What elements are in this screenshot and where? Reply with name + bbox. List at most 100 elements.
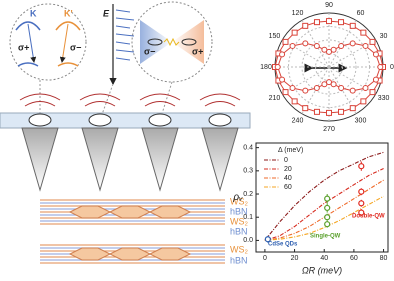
marker xyxy=(313,85,320,92)
marker xyxy=(279,76,286,83)
marker xyxy=(369,89,376,96)
point xyxy=(358,200,365,207)
plot-frame xyxy=(255,142,389,253)
label: E xyxy=(103,8,110,18)
x-axis-label: ΩR (meV) xyxy=(302,265,342,275)
marker xyxy=(362,85,369,92)
marker xyxy=(372,76,379,83)
marker xyxy=(313,42,320,49)
legend-label: 40 xyxy=(284,175,292,182)
label: σ− xyxy=(144,46,155,56)
label: K' xyxy=(64,8,73,18)
angle-label: 120 xyxy=(292,10,304,17)
marker xyxy=(349,40,356,47)
point xyxy=(358,209,365,216)
layer-label: hBN xyxy=(230,206,248,216)
legend-label: 0 xyxy=(284,157,288,164)
marker xyxy=(313,108,320,115)
y-tick-label: 0.0 xyxy=(243,237,253,244)
marker xyxy=(291,29,298,36)
angle-label: 90 xyxy=(325,2,333,9)
marker xyxy=(302,22,309,29)
y-tick-label: 0.2 xyxy=(243,191,253,198)
y-axis-label: ρᵥ xyxy=(232,192,243,203)
point xyxy=(324,204,331,212)
marker xyxy=(279,51,286,58)
marker xyxy=(372,51,379,58)
layer-label: hBN xyxy=(230,255,248,265)
marker xyxy=(302,87,309,94)
legend-label: 60 xyxy=(284,184,292,191)
marker xyxy=(302,40,309,47)
angle-label: 210 xyxy=(269,95,281,102)
marker xyxy=(302,105,309,112)
legend-label: 20 xyxy=(284,166,292,173)
marker xyxy=(274,64,281,70)
schematic: K K' σ+ σ− E σ− σ+ WS₂ hBN WS₂ hBN WS₂ h… xyxy=(0,1,251,265)
marker xyxy=(326,18,332,25)
marker xyxy=(326,109,332,116)
y-tick-label: 0.1 xyxy=(243,214,253,221)
marker xyxy=(282,38,289,45)
marker xyxy=(349,22,356,29)
x-tick-label: 0 xyxy=(263,255,267,262)
marker xyxy=(321,46,328,53)
label: σ− xyxy=(70,42,81,52)
x-tick-label: 60 xyxy=(350,255,358,262)
marker xyxy=(291,98,298,105)
angle-label: 150 xyxy=(269,33,281,40)
y-tick-label: 0.3 xyxy=(243,168,253,175)
x-tick-label: 40 xyxy=(320,255,328,262)
marker xyxy=(313,19,320,26)
annotation: Single-QW xyxy=(310,234,341,240)
angle-label: 240 xyxy=(292,118,304,125)
marker xyxy=(330,81,337,88)
marker xyxy=(338,85,345,92)
point xyxy=(358,188,365,195)
line xyxy=(264,179,384,241)
marker xyxy=(349,87,356,94)
x-tick-label: 80 xyxy=(380,255,388,262)
marker xyxy=(360,29,367,36)
point xyxy=(324,221,331,228)
marker xyxy=(377,64,384,70)
grid-circle xyxy=(301,39,357,95)
label: σ+ xyxy=(192,46,203,56)
marker xyxy=(289,42,296,49)
marker xyxy=(289,85,296,92)
layer-label: WS₂ xyxy=(230,244,248,254)
point xyxy=(264,236,271,243)
marker xyxy=(338,108,345,115)
angle-label: 300 xyxy=(355,118,367,125)
line xyxy=(264,168,384,241)
marker xyxy=(338,42,345,49)
line xyxy=(264,151,384,241)
marker xyxy=(338,19,345,26)
x-tick-label: 20 xyxy=(291,255,299,262)
angle-label: 30 xyxy=(380,33,388,40)
angle-label: 0 xyxy=(390,64,394,71)
marker xyxy=(349,105,356,112)
point xyxy=(324,214,331,221)
angle-label: 180 xyxy=(260,64,272,71)
annotation: Double-QW xyxy=(352,214,385,220)
marker xyxy=(369,38,376,45)
marker xyxy=(362,42,369,49)
annotation: CdSe QDs xyxy=(268,242,298,248)
point xyxy=(324,195,331,202)
marker xyxy=(360,98,367,105)
point xyxy=(358,163,365,170)
angle-label: 330 xyxy=(378,95,390,102)
line xyxy=(264,195,384,241)
label: K xyxy=(30,8,37,18)
y-tick-label: 0.4 xyxy=(243,144,253,151)
angle-label: 270 xyxy=(323,126,335,133)
legend-title: Δ (meV) xyxy=(278,147,303,154)
layer-label: WS₂ xyxy=(230,216,248,226)
angle-label: 60 xyxy=(357,10,365,17)
layer-label: hBN xyxy=(230,226,248,236)
marker xyxy=(282,89,289,96)
layer-label: WS₂ xyxy=(230,196,248,206)
